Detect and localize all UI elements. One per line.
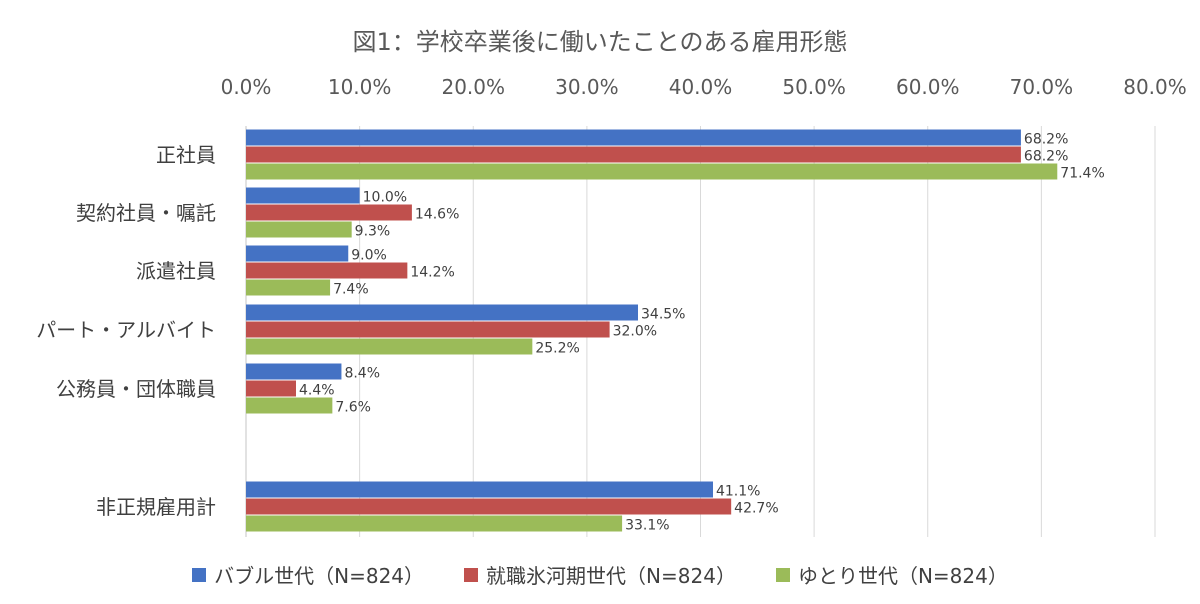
data-label: 7.6% xyxy=(335,400,371,416)
category-label: 正社員 xyxy=(156,143,216,167)
bar xyxy=(246,163,1058,180)
bar xyxy=(246,221,352,238)
bar xyxy=(246,380,296,397)
bar xyxy=(246,304,639,321)
chart-title: 図1：学校卒業後に働いたことのある雇用形態 xyxy=(352,28,848,56)
bar xyxy=(246,498,732,515)
legend-item-yutori: ゆとり世代（N=824） xyxy=(775,560,1008,589)
legend-swatch-yutori xyxy=(775,567,790,582)
category-label: 公務員・団体職員 xyxy=(56,377,216,401)
x-tick-label: 50.0% xyxy=(782,75,846,99)
bar xyxy=(246,338,533,355)
category-label: 派遣社員 xyxy=(136,259,216,283)
legend: バブル世代（N=824） 就職氷河期世代（N=824） ゆとり世代（N=824） xyxy=(0,560,1200,589)
data-label: 10.0% xyxy=(363,190,407,206)
x-tick-label: 70.0% xyxy=(1010,75,1074,99)
bar xyxy=(246,279,331,296)
bar xyxy=(246,363,342,380)
bar xyxy=(246,262,408,279)
bar xyxy=(246,245,349,262)
data-label: 32.0% xyxy=(613,324,657,340)
data-label: 9.0% xyxy=(351,248,387,264)
data-label: 4.4% xyxy=(299,383,335,399)
data-label: 33.1% xyxy=(625,518,669,534)
x-tick-label: 20.0% xyxy=(441,75,505,99)
data-label: 41.1% xyxy=(716,484,760,500)
x-tick-label: 30.0% xyxy=(555,75,619,99)
legend-item-bubble: バブル世代（N=824） xyxy=(192,560,424,589)
bar xyxy=(246,146,1021,163)
bar xyxy=(246,397,333,414)
legend-item-ice-age: 就職氷河期世代（N=824） xyxy=(464,560,736,589)
x-tick-label: 40.0% xyxy=(669,75,733,99)
legend-swatch-ice-age xyxy=(464,567,479,582)
category-label: パート・アルバイト xyxy=(36,318,216,342)
category-label: 非正規雇用計 xyxy=(96,495,216,519)
x-tick-label: 0.0% xyxy=(221,75,272,99)
x-tick-label: 60.0% xyxy=(896,75,960,99)
data-label: 14.2% xyxy=(410,265,454,281)
legend-label-yutori: ゆとり世代（N=824） xyxy=(797,564,1008,588)
legend-label-bubble: バブル世代（N=824） xyxy=(214,564,425,588)
bar xyxy=(246,515,623,532)
data-label: 8.4% xyxy=(344,366,380,382)
data-label: 68.2% xyxy=(1024,149,1068,165)
data-label: 42.7% xyxy=(734,501,778,517)
category-label: 契約社員・嘱託 xyxy=(76,201,216,225)
bar xyxy=(246,204,412,221)
bar xyxy=(246,187,360,204)
data-label: 25.2% xyxy=(535,341,579,357)
x-tick-label: 10.0% xyxy=(328,75,392,99)
bar xyxy=(246,321,610,338)
bar xyxy=(246,481,713,498)
data-label: 34.5% xyxy=(641,307,685,323)
data-label: 71.4% xyxy=(1060,166,1104,182)
data-label: 7.4% xyxy=(333,282,369,298)
data-label: 9.3% xyxy=(355,224,391,240)
legend-swatch-bubble xyxy=(192,567,207,582)
data-label: 14.6% xyxy=(415,207,459,223)
legend-label-ice-age: 就職氷河期世代（N=824） xyxy=(486,564,736,588)
data-label: 68.2% xyxy=(1024,132,1068,148)
x-tick-label: 80.0% xyxy=(1123,75,1187,99)
bar xyxy=(246,129,1021,146)
